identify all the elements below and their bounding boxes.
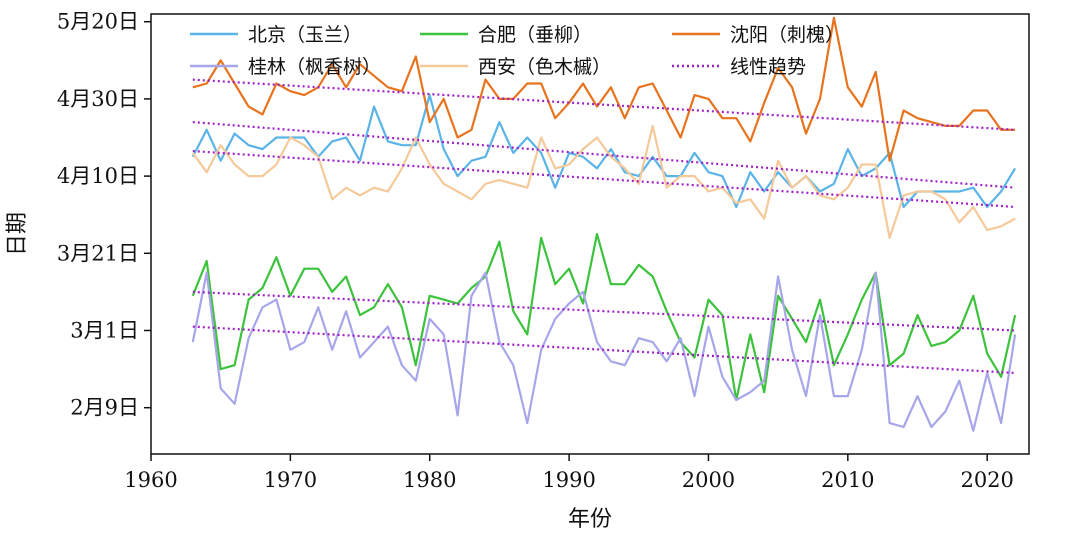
trend-layer (192, 78, 1016, 375)
legend-label-0: 北京（玉兰） (248, 24, 362, 46)
trend-line-0 (192, 78, 1016, 131)
y-tick-label-2: 3月21日 (57, 241, 139, 265)
x-tick-label-4: 2000 (682, 468, 735, 492)
trend-line-2 (192, 149, 1016, 209)
x-tick-label-0: 1960 (124, 468, 177, 492)
y-tick-label-3: 4月10日 (57, 164, 139, 188)
y-tick-label-4: 4月30日 (57, 87, 139, 111)
trend-line-3 (192, 290, 1016, 332)
legend-label-2: 沈阳（刺槐） (730, 24, 844, 46)
trend-line-4 (192, 325, 1016, 375)
legend-label-3: 桂林（枫香树） (248, 56, 381, 78)
series-line-2 (192, 16, 1016, 162)
legend-label-5: 线性趋势 (730, 56, 806, 78)
y-axis-title: 日期 (5, 212, 30, 256)
y-tick-label-1: 3月1日 (70, 318, 139, 342)
x-tick-label-3: 1990 (542, 468, 595, 492)
series-line-1 (191, 232, 1017, 402)
plot-frame (150, 13, 1030, 455)
x-axis: 1960 1970 1980 1990 2000 2010 2020 (124, 454, 1014, 492)
y-tick-label-0: 2月9日 (70, 396, 139, 420)
legend-label-1: 合肥（垂柳） (478, 24, 592, 46)
x-tick-label-5: 2010 (821, 468, 874, 492)
x-axis-title: 年份 (568, 507, 612, 532)
series-line-3 (191, 271, 1017, 432)
x-tick-label-2: 1980 (403, 468, 456, 492)
series-layer (191, 16, 1017, 432)
series-line-4 (191, 124, 1016, 239)
legend: 北京（玉兰） 合肥（垂柳） 沈阳（刺槐） 桂林（枫香树） 西安（色木槭） 线性趋势 (190, 24, 844, 78)
x-tick-label-6: 2020 (960, 468, 1013, 492)
legend-label-4: 西安（色木槭） (478, 56, 611, 78)
y-tick-label-5: 5月20日 (57, 10, 139, 34)
y-axis: 2月9日3月1日3月21日4月10日4月30日5月20日6月9日 (57, 10, 151, 420)
x-tick-label-1: 1970 (264, 468, 317, 492)
series-line-0 (191, 93, 1017, 209)
